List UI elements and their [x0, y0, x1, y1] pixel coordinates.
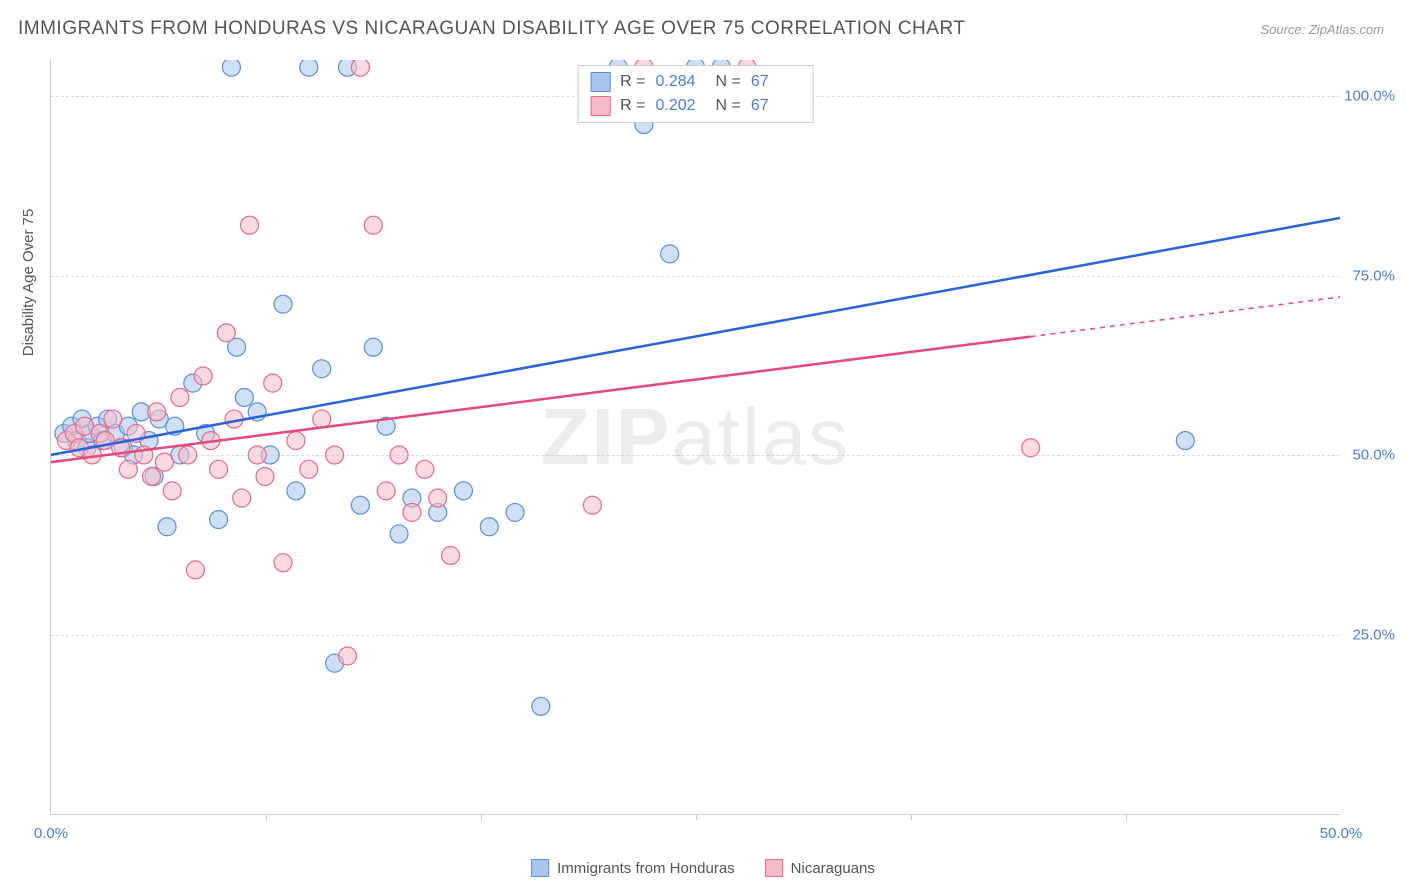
r-label: R =	[620, 97, 645, 115]
scatter-point	[248, 446, 266, 464]
scatter-point	[532, 697, 550, 715]
correlation-legend: R = 0.284 N = 67 R = 0.202 N = 67	[577, 65, 814, 123]
y-tick-label: 75.0%	[1352, 267, 1395, 284]
scatter-point	[454, 482, 472, 500]
scatter-point	[390, 446, 408, 464]
chart-svg	[51, 60, 1340, 814]
r-label: R =	[620, 73, 645, 91]
scatter-point	[155, 453, 173, 471]
n-label: N =	[716, 97, 741, 115]
scatter-point	[287, 482, 305, 500]
scatter-point	[351, 60, 369, 76]
x-tick-label: 50.0%	[1320, 825, 1363, 842]
scatter-point	[148, 403, 166, 421]
trend-line	[51, 218, 1340, 455]
scatter-point	[179, 446, 197, 464]
scatter-point	[416, 460, 434, 478]
correlation-legend-row: R = 0.284 N = 67	[590, 70, 801, 94]
scatter-point	[222, 60, 240, 76]
scatter-point	[338, 647, 356, 665]
scatter-point	[403, 503, 421, 521]
scatter-point	[300, 460, 318, 478]
scatter-point	[300, 60, 318, 76]
legend-label: Nicaraguans	[791, 860, 875, 877]
scatter-point	[158, 518, 176, 536]
source-attribution: Source: ZipAtlas.com	[1260, 22, 1384, 37]
scatter-point	[241, 216, 259, 234]
scatter-point	[186, 561, 204, 579]
scatter-point	[163, 482, 181, 500]
scatter-point	[480, 518, 498, 536]
legend-swatch-icon	[590, 72, 610, 92]
scatter-point	[119, 460, 137, 478]
scatter-point	[313, 360, 331, 378]
scatter-point	[390, 525, 408, 543]
scatter-point	[256, 468, 274, 486]
n-value: 67	[751, 97, 801, 115]
legend-swatch-icon	[590, 96, 610, 116]
scatter-point	[661, 245, 679, 263]
scatter-point	[429, 489, 447, 507]
scatter-point	[104, 410, 122, 428]
scatter-point	[143, 468, 161, 486]
trend-line	[51, 337, 1031, 463]
y-tick-label: 50.0%	[1352, 447, 1395, 464]
scatter-point	[233, 489, 251, 507]
scatter-point	[264, 374, 282, 392]
y-tick-label: 100.0%	[1344, 87, 1395, 104]
scatter-point	[351, 496, 369, 514]
scatter-point	[442, 546, 460, 564]
chart-title: IMMIGRANTS FROM HONDURAS VS NICARAGUAN D…	[18, 18, 965, 40]
correlation-legend-row: R = 0.202 N = 67	[590, 94, 801, 118]
legend-item: Immigrants from Honduras	[531, 859, 735, 877]
legend-label: Immigrants from Honduras	[557, 860, 735, 877]
scatter-point	[287, 432, 305, 450]
scatter-point	[274, 295, 292, 313]
scatter-point	[1022, 439, 1040, 457]
scatter-point	[326, 446, 344, 464]
y-axis-label: Disability Age Over 75	[20, 209, 37, 357]
scatter-point	[313, 410, 331, 428]
plot-area: ZIPatlas R = 0.284 N = 67 R = 0.202 N = …	[50, 60, 1340, 815]
legend-item: Nicaraguans	[765, 859, 875, 877]
chart-container: IMMIGRANTS FROM HONDURAS VS NICARAGUAN D…	[0, 0, 1406, 892]
scatter-point	[235, 389, 253, 407]
scatter-point	[210, 511, 228, 529]
scatter-point	[217, 324, 235, 342]
scatter-point	[210, 460, 228, 478]
scatter-point	[364, 216, 382, 234]
r-value: 0.284	[656, 73, 706, 91]
scatter-point	[377, 482, 395, 500]
n-label: N =	[716, 73, 741, 91]
scatter-point	[171, 389, 189, 407]
legend-swatch-icon	[531, 859, 549, 877]
scatter-point	[194, 367, 212, 385]
scatter-point	[1176, 432, 1194, 450]
scatter-point	[364, 338, 382, 356]
scatter-point	[506, 503, 524, 521]
y-tick-label: 25.0%	[1352, 627, 1395, 644]
trend-line-extrapolated	[1031, 297, 1340, 337]
legend-swatch-icon	[765, 859, 783, 877]
scatter-point	[274, 554, 292, 572]
x-tick-label: 0.0%	[34, 825, 68, 842]
x-axis-legend: Immigrants from Honduras Nicaraguans	[531, 859, 875, 877]
scatter-point	[583, 496, 601, 514]
n-value: 67	[751, 73, 801, 91]
r-value: 0.202	[656, 97, 706, 115]
